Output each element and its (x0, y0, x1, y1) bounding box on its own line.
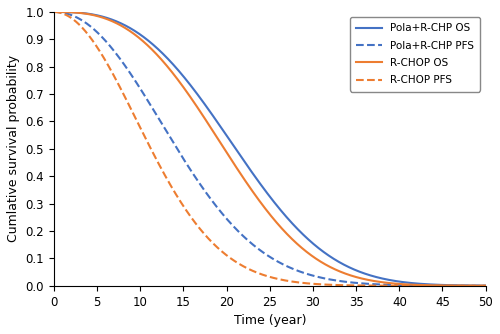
Pola+R-CHP PFS (373, 282, 379, 286)
Pola+R-CHP PFS (310, 274, 316, 278)
R-CHOP OS (482, 284, 488, 288)
R-CHOP PFS (406, 284, 412, 288)
Y-axis label: Cumlative survival probability: Cumlative survival probability (7, 55, 20, 242)
Pola+R-CHP PFS (216, 207, 222, 211)
Pola+R-CHP OS (482, 284, 488, 288)
R-CHOP OS (406, 283, 412, 287)
R-CHOP OS (310, 255, 316, 259)
R-CHOP OS (373, 279, 379, 283)
R-CHOP PFS (310, 282, 316, 286)
Pola+R-CHP PFS (332, 278, 338, 282)
R-CHOP PFS (51, 10, 57, 14)
Pola+R-CHP PFS (130, 74, 136, 78)
R-CHOP OS (216, 138, 222, 142)
Pola+R-CHP OS (406, 281, 412, 285)
Pola+R-CHP OS (310, 241, 316, 245)
Pola+R-CHP OS (216, 122, 222, 126)
Pola+R-CHP PFS (482, 284, 488, 288)
Pola+R-CHP OS (373, 275, 379, 279)
R-CHOP PFS (332, 283, 338, 287)
Line: R-CHOP PFS: R-CHOP PFS (54, 12, 486, 286)
Pola+R-CHP PFS (406, 283, 412, 287)
R-CHOP OS (51, 10, 57, 14)
R-CHOP OS (130, 31, 136, 35)
R-CHOP PFS (482, 284, 488, 288)
R-CHOP PFS (216, 247, 222, 251)
Legend: Pola+R-CHP OS, Pola+R-CHP PFS, R-CHOP OS, R-CHOP PFS: Pola+R-CHP OS, Pola+R-CHP PFS, R-CHOP OS… (350, 17, 480, 92)
R-CHOP OS (332, 267, 338, 271)
Pola+R-CHP PFS (51, 10, 57, 14)
Pola+R-CHP OS (130, 27, 136, 31)
R-CHOP PFS (130, 110, 136, 114)
Pola+R-CHP OS (332, 258, 338, 262)
Line: Pola+R-CHP OS: Pola+R-CHP OS (54, 12, 486, 286)
X-axis label: Time (year): Time (year) (234, 314, 306, 327)
Pola+R-CHP OS (51, 10, 57, 14)
Line: Pola+R-CHP PFS: Pola+R-CHP PFS (54, 12, 486, 286)
R-CHOP PFS (373, 284, 379, 288)
Line: R-CHOP OS: R-CHOP OS (54, 12, 486, 286)
